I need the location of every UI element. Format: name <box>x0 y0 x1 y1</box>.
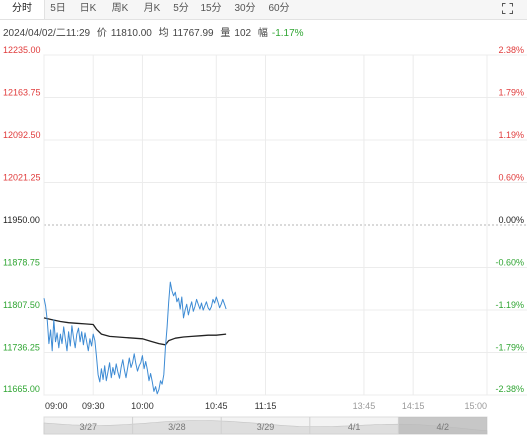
navigator-date-label: 3/29 <box>257 422 275 432</box>
info-chg: -1.17% <box>271 28 304 39</box>
y-tick-label-price: 12235.00 <box>3 45 41 55</box>
navigator-date-label: 3/28 <box>168 422 186 432</box>
y-tick-label-pct: 0.00% <box>498 215 524 225</box>
x-tick-label: 10:00 <box>131 401 154 411</box>
y-tick-label-pct: -1.79% <box>495 343 524 353</box>
tab-7[interactable]: 30分 <box>234 3 256 14</box>
tab-0[interactable]: 分时 <box>0 0 45 19</box>
tab-6[interactable]: 15分 <box>200 3 222 14</box>
y-tick-label-pct: 1.79% <box>498 88 524 98</box>
x-tick-label: 15:00 <box>464 401 487 411</box>
y-tick-label-pct: -0.60% <box>495 258 524 268</box>
price-line <box>43 281 227 395</box>
info-price-label: 价 <box>96 28 107 39</box>
y-tick-label-pct: 1.19% <box>498 130 524 140</box>
tab-2[interactable]: 日K <box>79 3 97 14</box>
x-tick-label: 09:30 <box>82 401 105 411</box>
tab-8[interactable]: 60分 <box>268 3 290 14</box>
y-tick-label-pct: 2.38% <box>498 45 524 55</box>
x-tick-label: 09:00 <box>45 401 68 411</box>
period-tab-bar: 分时 5日 日K 周K 月K 5分 15分 30分 60分 <box>0 0 527 20</box>
tab-1[interactable]: 5日 <box>50 3 66 14</box>
y-tick-label-price: 12163.75 <box>3 88 41 98</box>
y-tick-label-price: 11950.00 <box>3 215 40 225</box>
info-avg-label: 均 <box>158 28 169 39</box>
expand-icon[interactable] <box>502 3 513 14</box>
y-tick-label-price: 12092.50 <box>3 130 41 140</box>
y-tick-label-price: 11807.50 <box>3 300 40 310</box>
y-tick-label-pct: -2.38% <box>495 384 524 394</box>
navigator-selection <box>398 417 487 434</box>
navigator-date-label: 3/27 <box>80 422 98 432</box>
avg-price-line <box>43 317 227 346</box>
y-tick-label-price: 11736.25 <box>3 343 40 353</box>
y-tick-label-pct: -1.19% <box>495 300 524 310</box>
info-vol: 102 <box>234 28 252 39</box>
tab-5[interactable]: 5分 <box>173 3 189 14</box>
navigator-date-label: 4/2 <box>436 422 449 432</box>
x-tick-label: 10:45 <box>205 401 228 411</box>
x-tick-label: 11:15 <box>255 401 277 411</box>
navigator-track[interactable] <box>43 416 488 435</box>
tab-3[interactable]: 周K <box>111 3 129 14</box>
plot-border <box>43 54 488 396</box>
navigator-date-label: 4/1 <box>348 422 361 432</box>
info-price: 11810.00 <box>110 28 152 39</box>
info-vol-label: 量 <box>220 28 231 39</box>
y-tick-label-pct: 0.60% <box>498 173 524 183</box>
navigator-mini-chart <box>43 420 488 435</box>
x-tick-label: 13:45 <box>353 401 376 411</box>
info-datetime: 2024/04/02/二11:29 <box>3 28 91 39</box>
tab-4[interactable]: 月K <box>143 3 161 14</box>
y-tick-label-price: 11665.00 <box>3 384 40 394</box>
y-tick-label-price: 11878.75 <box>3 258 40 268</box>
info-avg: 11767.99 <box>172 28 214 39</box>
info-chg-label: 幅 <box>257 28 268 39</box>
y-tick-label-price: 12021.25 <box>3 173 41 183</box>
x-tick-label: 14:15 <box>402 401 425 411</box>
